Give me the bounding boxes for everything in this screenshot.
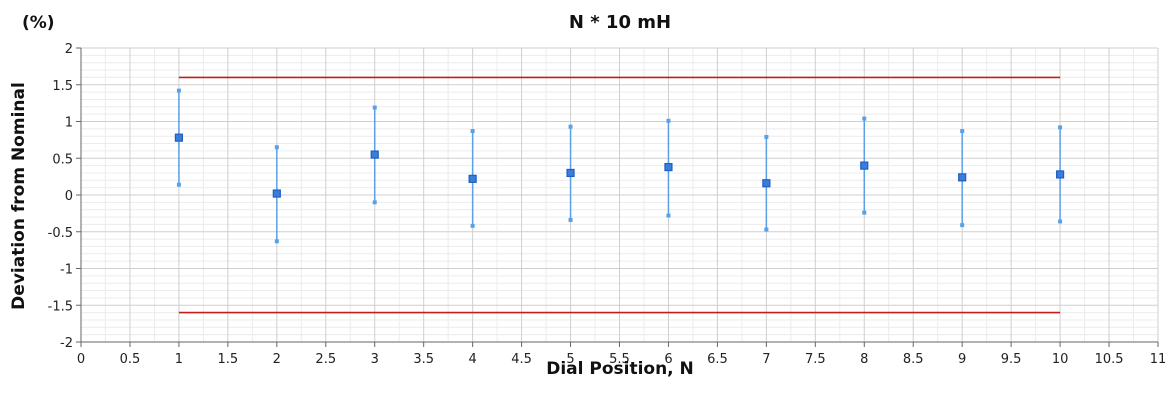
error-cap-low <box>764 227 769 232</box>
error-cap-low <box>176 182 181 187</box>
x-tick-label: 0 <box>77 352 85 367</box>
x-tick-label: 9 <box>958 352 966 367</box>
x-tick-label: 10 <box>1052 352 1069 367</box>
error-cap-high <box>372 105 377 110</box>
x-tick-label: 5 <box>566 352 574 367</box>
x-axis-title: Dial Position, N <box>546 359 694 379</box>
limit-lines <box>178 76 1061 314</box>
error-cap-low <box>1058 219 1063 224</box>
y-tick-label: -0.5 <box>48 226 73 241</box>
error-cap-high <box>666 118 671 123</box>
data-point <box>762 179 771 188</box>
x-tick-label: 7 <box>762 352 770 367</box>
y-tick-label: 1.5 <box>52 79 73 94</box>
data-point <box>958 173 967 182</box>
data-point-group <box>272 145 281 244</box>
error-cap-low <box>568 217 573 222</box>
data-point-group <box>762 134 771 232</box>
x-tick-label: 10.5 <box>1095 352 1124 367</box>
data-point <box>370 150 379 159</box>
data-point-group <box>664 118 673 218</box>
error-cap-high <box>1058 125 1063 130</box>
x-tick-label: 1 <box>175 352 183 367</box>
x-tick-label: 3 <box>371 352 379 367</box>
data-series <box>174 88 1065 244</box>
x-tick-label: 7.5 <box>805 352 826 367</box>
y-tick-label: 1 <box>65 116 73 131</box>
x-tick-label: 4.5 <box>511 352 532 367</box>
x-tick-label: 6.5 <box>707 352 728 367</box>
x-tick-label: 5.5 <box>609 352 630 367</box>
x-tick-label: 4 <box>468 352 476 367</box>
x-tick-label: 9.5 <box>1001 352 1022 367</box>
y-tick-label: -2 <box>60 336 73 351</box>
data-point <box>1055 170 1065 179</box>
x-tick-label: 6 <box>664 352 672 367</box>
data-point-group <box>174 88 184 187</box>
y-tick-label: 0 <box>65 189 73 204</box>
error-cap-low <box>960 223 965 228</box>
x-tick-label: 2 <box>273 352 281 367</box>
data-point-group <box>468 129 477 228</box>
data-point-group <box>566 124 575 222</box>
y-tick-label: -1.5 <box>48 299 73 314</box>
grid <box>80 47 1159 343</box>
error-cap-high <box>764 134 769 139</box>
data-point <box>860 161 869 170</box>
data-point <box>664 162 673 172</box>
error-cap-low <box>372 200 377 205</box>
y-tick-labels: 2 1.5 1 0.5 0 -0.5 -1 -1.5 -2 <box>48 42 73 351</box>
error-cap-high <box>862 116 867 121</box>
data-point <box>174 133 184 142</box>
x-tick-labels: 0 0.5 1 1.5 2 2.5 3 3.5 4 4.5 5 5.5 6 6.5 7 7.5 8 8.5 9 9.5… <box>77 352 1166 367</box>
error-cap-high <box>470 129 475 134</box>
data-point-group <box>860 116 869 215</box>
x-tick-label: 8.5 <box>903 352 924 367</box>
y-axis-title: Deviation from Nominal <box>9 82 29 310</box>
data-point <box>468 174 477 183</box>
y-tick-label: 2 <box>65 42 73 57</box>
axes <box>76 47 1159 347</box>
data-point-group <box>958 129 967 228</box>
error-cap-low <box>470 223 475 228</box>
y-tick-label: -1 <box>60 263 73 278</box>
y-unit-label: (%) <box>22 13 55 33</box>
x-tick-label: 11 <box>1150 352 1167 367</box>
x-tick-label: 3.5 <box>413 352 434 367</box>
chart-title: N * 10 mH <box>569 12 671 33</box>
data-point-group <box>370 105 379 205</box>
x-tick-label: 0.5 <box>120 352 141 367</box>
data-point-group <box>1055 125 1065 224</box>
error-cap-high <box>176 88 181 93</box>
error-cap-low <box>274 239 279 244</box>
error-cap-low <box>862 210 867 215</box>
data-point <box>566 168 575 178</box>
x-tick-label: 1.5 <box>218 352 239 367</box>
x-tick-label: 2.5 <box>315 352 336 367</box>
error-cap-high <box>960 129 965 134</box>
error-cap-low <box>666 213 671 218</box>
error-cap-high <box>568 124 573 129</box>
y-tick-label: 0.5 <box>52 152 73 167</box>
x-tick-label: 8 <box>860 352 868 367</box>
data-point <box>272 189 281 198</box>
error-cap-high <box>274 145 279 150</box>
